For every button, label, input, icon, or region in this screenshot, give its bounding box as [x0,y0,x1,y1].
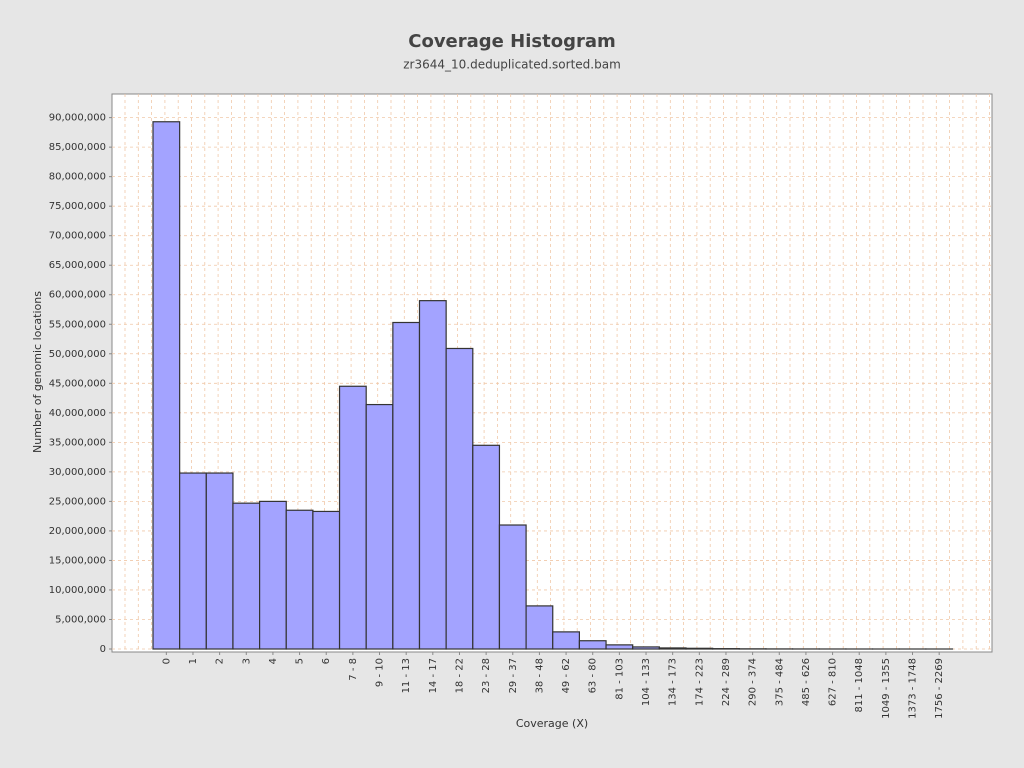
y-tick-label: 15,000,000 [49,555,106,566]
x-tick-label: 63 - 80 [588,658,599,693]
x-tick-label: 5 [295,658,306,664]
x-tick-label: 29 - 37 [508,658,519,693]
bar [605,644,634,650]
chart-subtitle: zr3644_10.deduplicated.sorted.bam [403,58,621,72]
bar [312,510,341,650]
y-tick-label: 65,000,000 [49,260,106,271]
x-tick-label: 1 [188,658,199,664]
x-tick-label: 224 - 289 [721,658,732,706]
y-tick-label: 20,000,000 [49,526,106,537]
x-tick-label: 485 - 626 [801,658,812,706]
y-tick-label: 35,000,000 [49,437,106,448]
y-tick-label: 55,000,000 [49,319,106,330]
y-tick-label: 30,000,000 [49,467,106,478]
x-tick-label: 174 - 223 [694,658,705,706]
bar [552,631,580,650]
bar [392,321,421,650]
x-tick-label: 1756 - 2269 [934,658,945,719]
x-tick-label: 0 [161,658,172,664]
y-tick-label: 40,000,000 [49,408,106,419]
bar [632,646,660,650]
x-tick-label: 18 - 22 [454,658,465,693]
bar [205,472,234,650]
x-tick-label: 49 - 62 [561,658,572,693]
bar [578,640,607,650]
x-axis-label: Coverage (X) [516,717,588,730]
x-tick-label: 627 - 810 [828,658,839,706]
x-tick-label: 14 - 17 [428,658,439,693]
y-tick-label: 45,000,000 [49,378,106,389]
y-tick-label: 90,000,000 [49,113,106,124]
x-tick-label: 375 - 484 [774,658,785,706]
bar [338,385,367,650]
bar [418,300,447,650]
bar [259,500,287,650]
y-tick-label: 75,000,000 [49,201,106,212]
x-tick-label: 3 [241,658,252,664]
x-tick-label: 6 [321,658,332,664]
x-tick-label: 9 - 10 [375,658,386,687]
x-tick-label: 1049 - 1355 [881,658,892,719]
y-tick-label: 0 [100,644,106,655]
y-tick-label: 10,000,000 [49,585,106,596]
x-tick-label: 11 - 13 [401,658,412,693]
y-tick-label: 50,000,000 [49,349,106,360]
bar [472,444,501,650]
bar [179,472,207,650]
x-tick-label: 81 - 103 [614,658,625,700]
x-tick-label: 7 - 8 [348,658,359,681]
y-tick-label: 85,000,000 [49,142,106,153]
bar [498,524,527,650]
bar [365,403,394,650]
y-tick-label: 80,000,000 [49,172,106,183]
x-tick-label: 134 - 173 [668,658,679,706]
y-tick-label: 60,000,000 [49,290,106,301]
x-tick-label: 38 - 48 [534,658,545,693]
bar [658,647,687,650]
x-tick-label: 290 - 374 [748,658,759,706]
chart-title: Coverage Histogram [408,31,615,52]
bar [445,347,474,650]
bar [152,121,181,650]
y-tick-label: 70,000,000 [49,231,106,242]
bar [285,509,314,650]
bar [525,605,554,650]
bar [232,502,261,650]
x-tick-label: 811 - 1048 [854,658,865,713]
bar [685,647,714,650]
y-tick-label: 25,000,000 [49,496,106,507]
x-tick-label: 2 [215,658,226,664]
x-tick-label: 1373 - 1748 [908,658,919,719]
x-tick-label: 23 - 28 [481,658,492,693]
y-tick-label: 5,000,000 [55,614,106,625]
y-axis-label: Number of genomic locations [31,291,44,453]
x-tick-label: 4 [268,658,279,664]
x-tick-label: 104 - 133 [641,658,652,706]
